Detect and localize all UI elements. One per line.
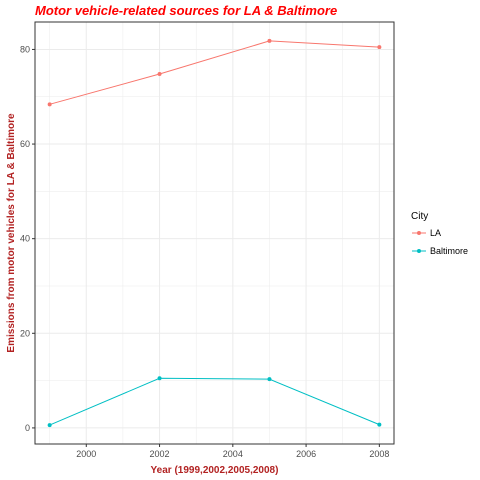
y-tick-label: 80 (20, 44, 30, 54)
legend-title: City (411, 211, 428, 222)
data-point-baltimore (267, 377, 272, 382)
y-tick-label: 20 (20, 328, 30, 338)
y-axis: 0 20 40 60 80 (20, 44, 35, 433)
legend-item-baltimore: Baltimore (412, 246, 468, 256)
data-point-baltimore (47, 423, 52, 428)
x-tick-label: 2008 (369, 449, 389, 459)
legend-key-point (417, 249, 421, 253)
series-line-baltimore (49, 377, 380, 426)
legend-label: LA (430, 228, 441, 238)
series-line-la (49, 40, 380, 105)
x-tick-label: 2002 (150, 449, 170, 459)
data-point-la (47, 102, 52, 107)
panel-border (34, 21, 395, 445)
y-tick-label: 0 (25, 423, 30, 433)
chart-title: Motor vehicle-related sources for LA & B… (35, 3, 337, 18)
data-point-la (157, 72, 162, 77)
legend-item-la: LA (412, 228, 441, 238)
legend-items: LA Baltimore (412, 228, 468, 256)
data-point-baltimore (377, 422, 382, 427)
x-tick-label: 2006 (296, 449, 316, 459)
series-layer (47, 38, 382, 428)
x-axis-title: Year (1999,2002,2005,2008) (151, 465, 279, 476)
data-point-baltimore (157, 376, 162, 381)
data-point-la (267, 38, 272, 43)
y-tick-label: 40 (20, 234, 30, 244)
x-tick-label: 2000 (76, 449, 96, 459)
legend: City LA Baltimore (411, 211, 468, 256)
legend-label: Baltimore (430, 246, 468, 256)
x-tick-label: 2004 (223, 449, 243, 459)
data-point-la (377, 45, 382, 50)
major-grid (35, 22, 394, 444)
y-axis-title: Emissions from motor vehicles for LA & B… (6, 113, 17, 353)
y-tick-label: 60 (20, 139, 30, 149)
x-axis: 2000 2002 2004 2006 2008 (76, 444, 389, 459)
minor-grid (35, 22, 394, 444)
legend-key-point (417, 231, 421, 235)
